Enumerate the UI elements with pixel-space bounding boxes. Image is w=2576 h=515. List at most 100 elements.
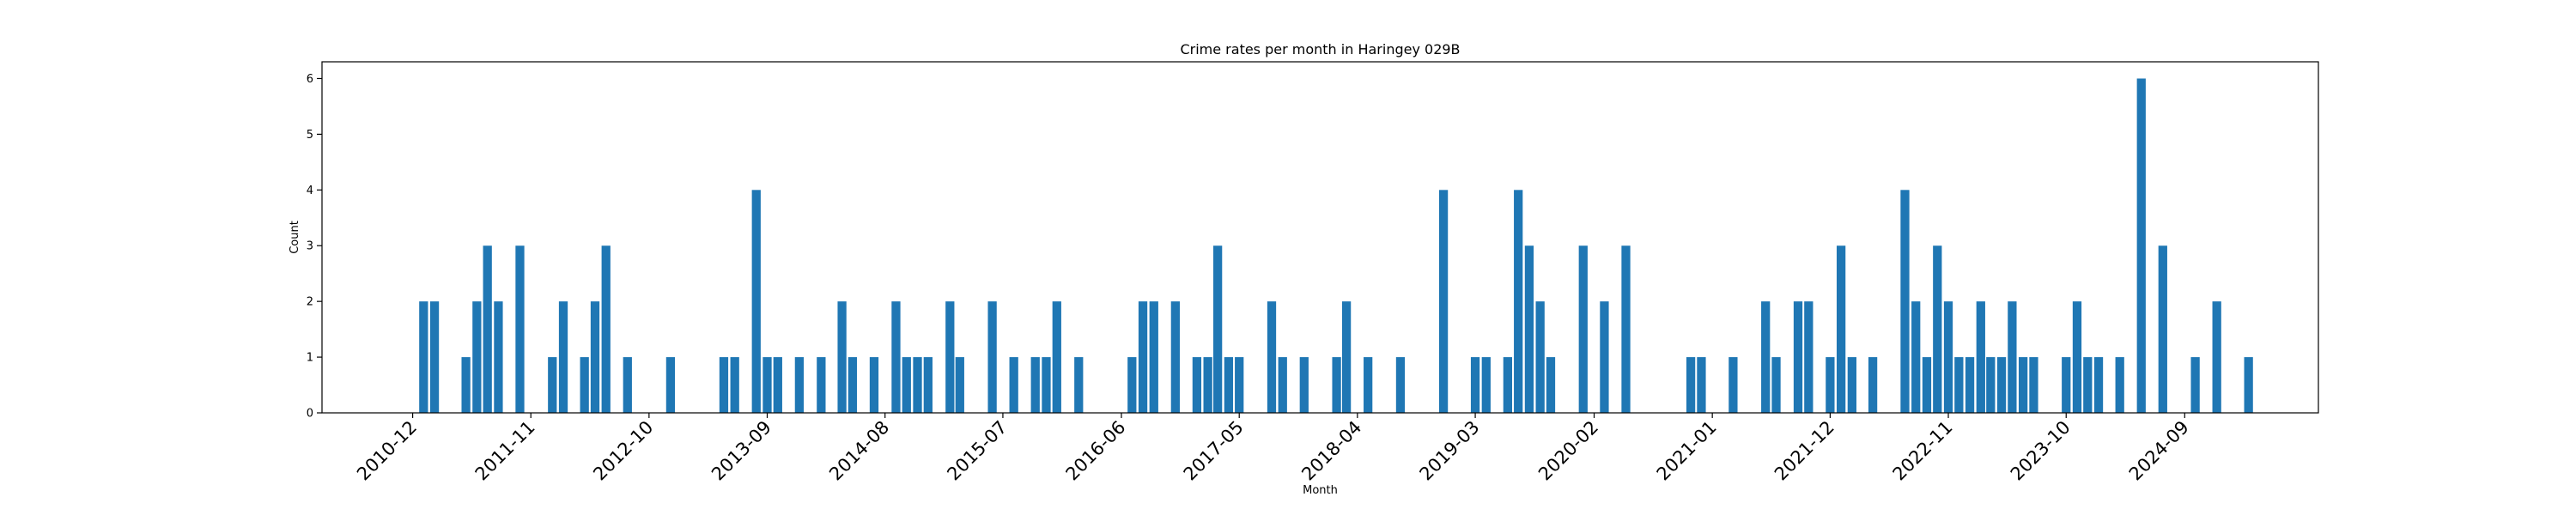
bar [1847, 357, 1856, 413]
bar [1052, 301, 1061, 413]
bar [419, 301, 428, 413]
bar [1546, 357, 1556, 413]
bar [1267, 301, 1277, 413]
bar [665, 357, 676, 413]
bar [1395, 357, 1406, 413]
bar [869, 357, 879, 413]
bar [1728, 357, 1738, 413]
bar [2115, 357, 2124, 413]
bar [1332, 357, 1341, 413]
bar [773, 357, 782, 413]
bar [1009, 357, 1018, 413]
x-tick-label: 2023-10 [2007, 417, 2075, 485]
bar [902, 357, 911, 413]
bar [2093, 357, 2104, 413]
bar [429, 301, 440, 413]
x-tick-label: 2018-04 [1297, 417, 1365, 485]
bar [1470, 357, 1480, 413]
bar [1224, 357, 1234, 413]
bar [2244, 357, 2253, 413]
bar [2190, 357, 2200, 413]
bar [1771, 357, 1781, 413]
bar [1578, 245, 1588, 413]
bar [483, 245, 492, 413]
x-tick-label: 2020-02 [1534, 417, 1602, 485]
bar [1535, 301, 1545, 413]
bar [891, 301, 901, 413]
x-tick-label: 2021-12 [1771, 417, 1838, 485]
bar [1686, 357, 1696, 413]
bar [923, 357, 933, 413]
bar [558, 301, 568, 413]
bar [1933, 245, 1942, 413]
bar [1213, 245, 1223, 413]
bar [580, 357, 589, 413]
bar [1804, 301, 1814, 413]
x-tick-label: 2010-12 [353, 417, 421, 485]
bar [1127, 357, 1137, 413]
bar [2018, 357, 2028, 413]
bar [987, 301, 997, 413]
bar [2136, 78, 2146, 413]
bar [955, 357, 964, 413]
bar [461, 357, 471, 413]
bar [848, 357, 858, 413]
bar [1514, 190, 1523, 413]
bar [1922, 357, 1932, 413]
bar [1149, 301, 1158, 413]
bar [2029, 357, 2038, 413]
x-tick-label: 2024-09 [2125, 417, 2193, 485]
bar [1438, 190, 1449, 413]
bar [1138, 301, 1148, 413]
x-tick-label: 2011-11 [471, 417, 539, 485]
x-axis-label: Month [1303, 484, 1338, 497]
bar [1299, 357, 1309, 413]
chart-title: Crime rates per month in Haringey 029B [1180, 41, 1460, 58]
x-tick-label: 2019-03 [1416, 417, 1484, 485]
bar [1793, 301, 1803, 413]
bar [1836, 245, 1846, 413]
x-tick-label: 2012-10 [589, 417, 657, 485]
bar [1203, 357, 1212, 413]
bar [1481, 357, 1491, 413]
bar [1986, 357, 1996, 413]
y-tick-label: 3 [307, 240, 313, 253]
bar [730, 357, 739, 413]
bar [1954, 357, 1964, 413]
bar [601, 245, 611, 413]
x-tick-label: 2013-09 [708, 417, 775, 485]
x-tick-label: 2021-01 [1653, 417, 1721, 485]
bar [1761, 301, 1771, 413]
bar [837, 301, 847, 413]
bar [1911, 301, 1921, 413]
bar [1826, 357, 1835, 413]
bar [1170, 301, 1180, 413]
bar [1030, 357, 1040, 413]
bar [762, 357, 772, 413]
bar [719, 357, 729, 413]
y-tick-label: 2 [307, 296, 313, 309]
y-axis-label: Count [289, 221, 301, 254]
bar [1600, 301, 1609, 413]
bar [945, 301, 955, 413]
y-tick-label: 1 [307, 352, 313, 365]
bar [515, 245, 525, 413]
x-tick-label: 2015-07 [943, 417, 1011, 485]
bar [1364, 357, 1373, 413]
x-tick-label: 2017-05 [1180, 417, 1248, 485]
bar [623, 357, 632, 413]
bar [2008, 301, 2017, 413]
bar [1976, 301, 1985, 413]
bar [1074, 357, 1084, 413]
bar [1943, 301, 1953, 413]
bar [794, 357, 805, 413]
bar [1900, 190, 1910, 413]
bar [913, 357, 922, 413]
bar [590, 301, 600, 413]
bar [751, 190, 761, 413]
plot-frame [321, 61, 2319, 414]
y-tick-label: 0 [307, 408, 313, 421]
bar [494, 301, 503, 413]
bar [1235, 357, 1244, 413]
